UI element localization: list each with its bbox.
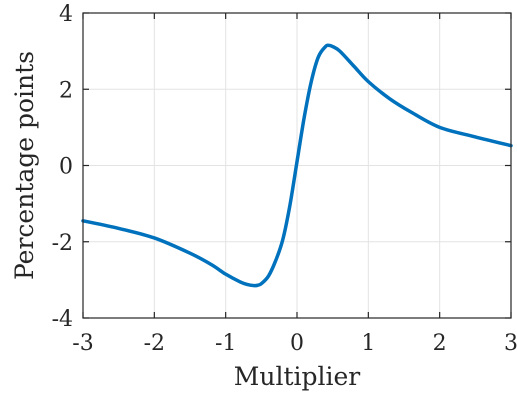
y-tick-labels: -4 -2 0 2 4 [52, 2, 73, 332]
x-tick-label: 0 [290, 331, 304, 356]
y-tick-label: -2 [52, 231, 73, 256]
series-line [81, 43, 513, 288]
series-layer [81, 43, 513, 288]
x-tick-label: 1 [361, 331, 375, 356]
x-tick-label: 2 [433, 331, 447, 356]
ticks [82, 12, 512, 319]
y-tick-label: -4 [52, 307, 73, 332]
y-tick-label: 2 [59, 78, 73, 103]
x-tick-label: -3 [72, 331, 93, 356]
x-tick-labels: -3 -2 -1 0 1 2 3 [72, 331, 517, 356]
x-tick-label: -1 [215, 331, 236, 356]
y-tick-label: 4 [59, 2, 73, 27]
x-tick-label: -2 [144, 331, 165, 356]
y-tick-label: 0 [59, 155, 73, 180]
y-axis-title: Percentage points [10, 51, 39, 280]
x-axis-title: Multiplier [234, 362, 361, 391]
x-tick-label: 3 [504, 331, 517, 356]
